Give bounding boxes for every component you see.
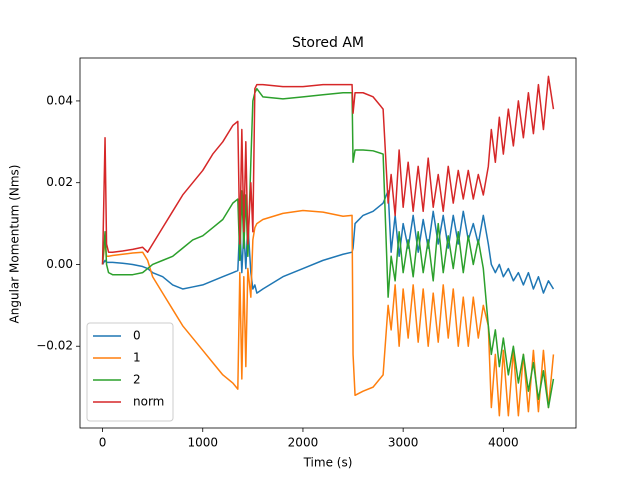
y-tick-label: 0.02: [46, 175, 73, 189]
x-axis-label: Time (s): [303, 456, 353, 470]
series-line: [101, 190, 555, 294]
legend-label: 2: [133, 373, 141, 387]
chart-title: Stored AM: [292, 35, 364, 51]
x-tick-label: 0: [99, 436, 107, 450]
y-tick-label: 0.00: [46, 257, 73, 271]
y-tick-label: 0.04: [46, 93, 73, 107]
series-line: [101, 75, 555, 265]
series-line: [101, 87, 555, 409]
legend-label: 0: [133, 329, 141, 343]
y-axis-label: Angular Momentum (Nms): [8, 165, 22, 324]
legend-label: 1: [133, 351, 141, 365]
legend-label: norm: [133, 395, 164, 409]
x-tick-label: 4000: [488, 436, 519, 450]
series-line: [101, 209, 555, 417]
x-tick-label: 3000: [388, 436, 419, 450]
x-tick-label: 2000: [288, 436, 319, 450]
axes-frame: [79, 57, 577, 429]
y-tick-label: −0.02: [36, 339, 73, 353]
x-tick-label: 1000: [187, 436, 218, 450]
legend-box: [86, 322, 174, 422]
